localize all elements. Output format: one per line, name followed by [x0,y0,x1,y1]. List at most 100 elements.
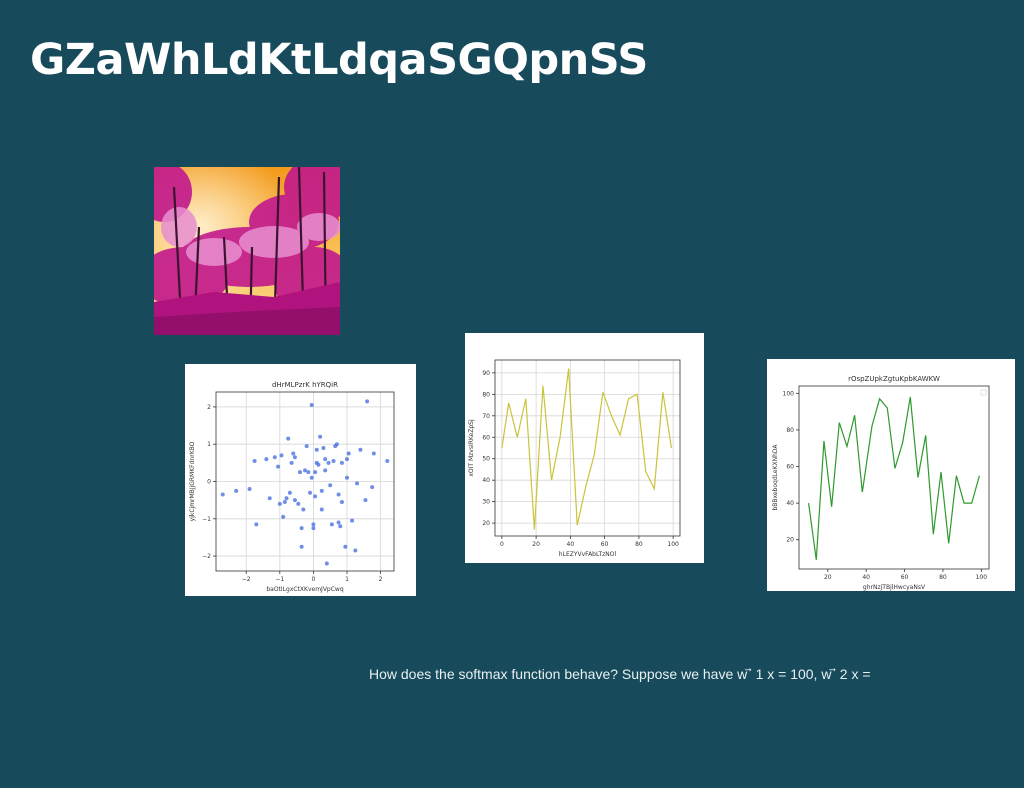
green-line-chart-panel: 20 40 60 80 100 20 40 60 80 100 rOspZUpkZgtuKpbKAW… [767,359,1015,591]
scatter-point [337,493,341,497]
scatter-point [316,463,320,467]
y-axis-label: xOIT MzvsIRKeZpSj [468,419,475,477]
legend-box [981,390,986,395]
scatter-point [337,521,341,525]
scatter-point [296,502,300,506]
plot-frame [495,360,680,536]
scatter-point [300,526,304,530]
y-tick-label: 60 [482,434,490,441]
y-tick-label: 40 [786,500,794,507]
scatter-point [343,545,347,549]
y-tick-label: 80 [786,427,794,434]
x-tick-label: 60 [901,574,909,581]
scatter-point [281,515,285,519]
scatter-point [385,459,389,463]
scatter-point [285,496,289,500]
y-tick-label: −1 [202,516,211,523]
scatter-point [320,507,324,511]
y-tick-label: 1 [207,441,211,448]
x-axis-label: ghrNzjTBjlHwcyaNsV [863,584,926,591]
scatter-point [372,452,376,456]
forest-photo [154,167,340,335]
y-tick-label: 80 [482,391,490,398]
scatter-point [363,498,367,502]
scatter-point [365,399,369,403]
x-tick-label: 80 [939,574,947,581]
x-axis-label: hLEZYVvFAbLTzNOl [559,551,617,558]
scatter-point [303,468,307,472]
scatter-point [305,444,309,448]
plot-frame [799,386,989,569]
y-tick-label: 0 [207,479,211,486]
y-axis-label: yjkCjmrMBJjGRMKFdnrKBO [189,441,196,521]
x-tick-label: 40 [567,541,575,548]
y-tick-label: 20 [482,520,490,527]
y-tick-label: 20 [786,537,794,544]
x-tick-label: 80 [635,541,643,548]
chart-title: dHrMLPzrK hYRQiR [272,381,338,389]
scatter-point [370,485,374,489]
x-tick-label: 1 [345,576,349,583]
scatter-point [345,457,349,461]
x-tick-label: 20 [824,574,832,581]
y-tick-label: −2 [202,553,211,560]
scatter-point [340,461,344,465]
x-tick-label: 0 [500,541,504,548]
scatter-point [325,562,329,566]
series-line [809,397,980,560]
scatter-point [315,448,319,452]
y-tick-label: 100 [783,390,795,397]
scatter-point [332,459,336,463]
scatter-point [298,470,302,474]
scatter-point [323,468,327,472]
scatter-point [347,452,351,456]
scatter-point [338,524,342,528]
y-tick-label: 40 [482,477,490,484]
scatter-point [306,470,310,474]
y-tick-label: 90 [482,370,490,377]
series-line [502,369,672,530]
scatter-point [308,491,312,495]
x-tick-label: −1 [275,576,284,583]
scatter-point [276,465,280,469]
pink-forest-photo-icon [154,167,340,335]
scatter-point [321,446,325,450]
scatter-point [310,476,314,480]
scatter-point [278,502,282,506]
x-tick-label: −2 [242,576,251,583]
scatter-point [313,494,317,498]
scatter-point [355,481,359,485]
x-tick-label: 100 [667,541,679,548]
yellow-line-chart-panel: 0 20 40 60 80 100 20 30 40 50 60 70 80 90 hLEZYVvFAbLT… [465,333,704,563]
slide-caption: How does the softmax function behave? Su… [369,666,871,683]
scatter-point [311,522,315,526]
x-tick-label: 2 [379,576,383,583]
scatter-point [234,489,238,493]
scatter-point [335,442,339,446]
scatter-point [291,452,295,456]
yellow-line-chart: 0 20 40 60 80 100 20 30 40 50 60 70 80 90 hLEZYVvFAbLT… [465,333,704,563]
scatter-point [358,448,362,452]
x-tick-label: 100 [976,574,988,581]
y-tick-label: 2 [207,404,211,411]
scatter-point [279,453,283,457]
scatter-point [221,493,225,497]
scatter-chart: −2 −1 0 1 2 −2 −1 0 1 2 dHrMLPzrK hYRQiR baOtILgxCt… [185,364,416,596]
scatter-point [288,491,292,495]
chart-title: rOspZUpkZgtuKpbKAWKW [848,375,940,383]
y-tick-label: 50 [482,456,490,463]
x-tick-label: 60 [601,541,609,548]
scatter-point [327,461,331,465]
scatter-point [318,435,322,439]
scatter-point [328,483,332,487]
scatter-chart-panel: −2 −1 0 1 2 −2 −1 0 1 2 dHrMLPzrK hYRQiR baOtILgxCt… [185,364,416,596]
scatter-point [320,489,324,493]
y-tick-label: 60 [786,464,794,471]
scatter-point [353,548,357,552]
scatter-point [345,476,349,480]
scatter-point [301,507,305,511]
scatter-point [350,519,354,523]
y-tick-label: 70 [482,413,490,420]
scatter-point [290,461,294,465]
scatter-point [248,487,252,491]
